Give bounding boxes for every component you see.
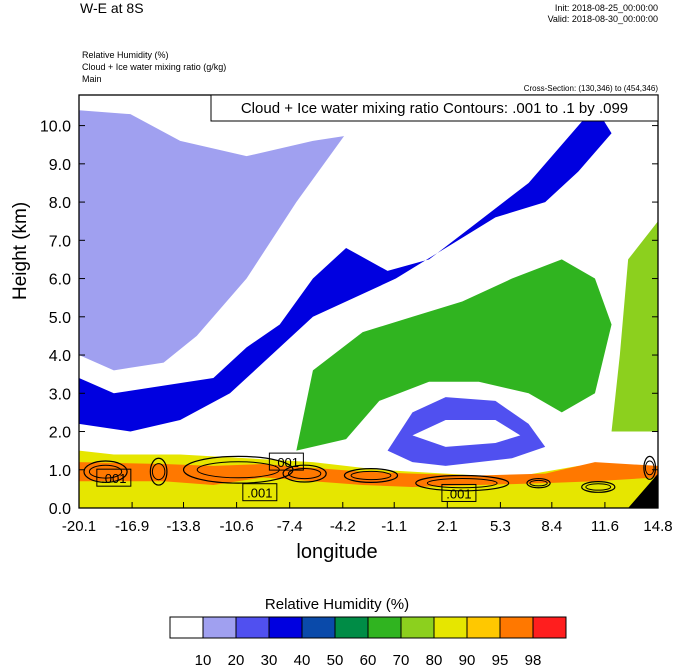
colorbar-title: Relative Humidity (%) (264, 596, 410, 613)
cloud-contour (343, 468, 399, 483)
x-tick-label: 11.6 (591, 518, 619, 535)
cloud-contour-inner (426, 478, 498, 489)
terrain (628, 473, 658, 508)
contour-info-label: Cloud + Ice water mixing ratio Contours:… (241, 100, 628, 117)
contour-label-box (268, 452, 304, 471)
contour-value-label: .001 (247, 486, 272, 501)
cloud-contour-inner (350, 470, 392, 481)
rh-shading-region (79, 462, 658, 487)
rh-shading-region (296, 259, 612, 451)
y-tick-label: 0.0 (49, 501, 71, 518)
cloud-contour (581, 481, 616, 493)
x-tick-label: 5.3 (490, 518, 511, 535)
x-tick-label: -4.2 (330, 518, 356, 535)
cloud-contour (526, 477, 551, 489)
x-tick-label: 2.1 (437, 518, 458, 535)
rh-shading-region (79, 95, 380, 371)
rh-shading-region (79, 106, 612, 432)
x-tick-label: -13.8 (166, 518, 200, 535)
y-tick-label: 8.0 (49, 195, 71, 212)
y-tick-label: 1.0 (49, 463, 71, 480)
x-tick-label: -10.6 (220, 518, 254, 535)
x-tick-label: -16.9 (115, 518, 149, 535)
y-tick-label: 4.0 (49, 348, 71, 365)
cloud-contour-inner (644, 460, 655, 476)
field-label-cloud: Cloud + Ice water mixing ratio (g/kg) (82, 62, 227, 72)
y-tick-label: 5.0 (49, 310, 71, 327)
chart-title: W-E at 8S (80, 0, 144, 16)
cross-section-label: Cross-Section: (130,346) to (454,346) (523, 84, 658, 93)
x-tick-label: 8.4 (541, 518, 562, 535)
field-label-main: Main (82, 74, 102, 84)
contour-value-label: .001 (274, 455, 299, 470)
y-tick-label: 3.0 (49, 386, 71, 403)
cloud-contour (83, 460, 128, 483)
rh-shading-region (387, 102, 571, 271)
cloud-contour-inner (529, 479, 548, 487)
x-tick-label: 14.8 (643, 518, 672, 535)
cloud-contour (149, 457, 168, 486)
valid-time: Valid: 2018-08-30_00:00:00 (547, 14, 658, 24)
contour-value-label: .001 (446, 486, 471, 501)
rh-shading-region (412, 420, 521, 447)
cloud-contour-inner (151, 463, 166, 481)
x-tick-label: -1.1 (381, 518, 407, 535)
y-tick-label: 2.0 (49, 425, 71, 442)
cloud-contour-inner (585, 483, 612, 491)
y-tick-label: 6.0 (49, 272, 71, 289)
x-tick-label: -7.4 (277, 518, 303, 535)
field-label-rh: Relative Humidity (%) (82, 50, 169, 60)
contour-label-box (441, 483, 477, 502)
y-axis-label: Height (km) (10, 201, 31, 300)
y-tick-label: 9.0 (49, 157, 71, 174)
cloud-contour (643, 455, 657, 480)
contour-label-box (242, 483, 278, 502)
cloud-contour-inner (287, 468, 322, 480)
x-tick-label: -20.1 (62, 518, 96, 535)
contour-label-box (96, 468, 132, 487)
cloud-contour (282, 464, 327, 483)
rh-shading-region (611, 221, 658, 432)
y-tick-label: 10.0 (40, 119, 71, 136)
cloud-contour-inner (88, 464, 123, 479)
x-axis-label: longitude (296, 541, 378, 563)
contour-value-label: .001 (101, 471, 126, 486)
init-time: Init: 2018-08-25_00:00:00 (554, 3, 658, 13)
contour-info-box (210, 94, 659, 122)
cloud-contour (415, 474, 510, 492)
y-tick-label: 7.0 (49, 233, 71, 250)
